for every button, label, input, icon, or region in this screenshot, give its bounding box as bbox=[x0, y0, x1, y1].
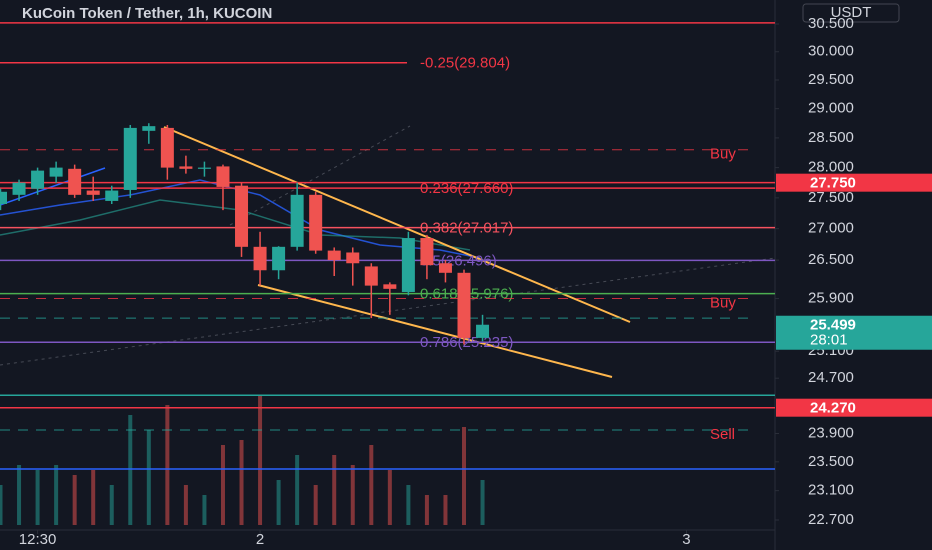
candle-body bbox=[142, 126, 156, 131]
wedge-lower bbox=[257, 284, 613, 378]
wedge-upper bbox=[163, 126, 631, 323]
price-badge-label: 24.270 bbox=[810, 400, 856, 417]
y-tick-label: 27.500 bbox=[808, 189, 854, 206]
candle-body bbox=[309, 194, 323, 251]
volume-bar bbox=[480, 480, 485, 525]
channel-line bbox=[0, 257, 776, 366]
x-tick-label: 2 bbox=[256, 531, 264, 548]
volume-bar bbox=[295, 455, 300, 525]
volume-bar bbox=[406, 485, 411, 525]
currency-label: USDT bbox=[831, 4, 872, 21]
candle-body bbox=[476, 324, 490, 338]
candle-body bbox=[253, 246, 267, 271]
y-tick-label: 26.500 bbox=[808, 251, 854, 268]
volume-bar bbox=[0, 485, 3, 525]
price-badge-label: 27.750 bbox=[810, 175, 856, 192]
level-label: 0.382(27.017) bbox=[420, 220, 513, 237]
candle-body bbox=[86, 190, 100, 195]
candle-body bbox=[401, 238, 415, 293]
candle-body bbox=[272, 246, 286, 271]
candle-body bbox=[160, 127, 174, 168]
volume-bar bbox=[313, 485, 318, 525]
level-label: -0.25(29.804) bbox=[420, 55, 510, 72]
x-tick-label: 12:30 bbox=[19, 531, 57, 548]
y-tick-label: 23.500 bbox=[808, 453, 854, 470]
volume-bar bbox=[276, 480, 281, 525]
y-tick-label: 24.700 bbox=[808, 369, 854, 386]
volume-bar bbox=[424, 495, 429, 525]
volume-bar bbox=[202, 495, 207, 525]
volume-bar bbox=[387, 470, 392, 525]
candle-body bbox=[364, 266, 378, 286]
volume-bar bbox=[443, 495, 448, 525]
volume-bar bbox=[146, 430, 151, 525]
volume-bar bbox=[369, 445, 374, 525]
y-tick-label: 28.000 bbox=[808, 159, 854, 176]
candle-body bbox=[31, 170, 45, 189]
y-tick-label: 25.900 bbox=[808, 290, 854, 307]
candle-body bbox=[457, 272, 471, 338]
candle-body bbox=[383, 284, 397, 289]
y-tick-label: 30.000 bbox=[808, 43, 854, 60]
countdown-label: 28:01 bbox=[810, 332, 848, 349]
symbol-title: KuCoin Token / Tether, 1h, KUCOIN bbox=[22, 5, 272, 22]
y-tick-label: 28.500 bbox=[808, 129, 854, 146]
candle-body bbox=[197, 167, 211, 169]
y-tick-label: 29.000 bbox=[808, 100, 854, 117]
candle-body bbox=[68, 168, 82, 195]
volume-bar bbox=[258, 395, 263, 525]
volume-bar bbox=[220, 445, 225, 525]
order-label: Buy bbox=[710, 295, 736, 312]
level-label: 0.786(25.235) bbox=[420, 334, 513, 351]
candle-body bbox=[290, 194, 304, 247]
volume-bar bbox=[109, 485, 114, 525]
volume-bar bbox=[128, 415, 133, 525]
volume-bar bbox=[91, 470, 96, 525]
y-tick-label: 30.500 bbox=[808, 15, 854, 32]
candle-body bbox=[123, 127, 137, 190]
volume-bar bbox=[183, 485, 188, 525]
y-tick-label: 23.100 bbox=[808, 482, 854, 499]
candle-body bbox=[105, 190, 119, 201]
order-label: Sell bbox=[710, 426, 735, 443]
y-tick-label: 29.500 bbox=[808, 71, 854, 88]
price-badge-label: 25.499 bbox=[810, 317, 856, 334]
x-tick-label: 3 bbox=[682, 531, 690, 548]
candle-body bbox=[49, 167, 63, 177]
volume-bar bbox=[17, 465, 22, 525]
candle-body bbox=[438, 263, 452, 273]
y-tick-label: 27.000 bbox=[808, 220, 854, 237]
candle-body bbox=[0, 191, 7, 204]
candle-body bbox=[420, 238, 434, 266]
moving-average bbox=[0, 179, 481, 259]
volume-bar bbox=[35, 470, 40, 525]
level-label: 0.236(27.660) bbox=[420, 180, 513, 197]
trend-line bbox=[0, 167, 106, 206]
volume-bar bbox=[462, 427, 466, 525]
volume-bar bbox=[54, 465, 59, 525]
candle-body bbox=[12, 182, 26, 195]
candle-body bbox=[179, 166, 193, 169]
price-badge bbox=[776, 173, 932, 192]
y-tick-label: 22.700 bbox=[808, 511, 854, 528]
candle-body bbox=[216, 166, 230, 187]
candle-body bbox=[235, 185, 249, 247]
order-label: Buy bbox=[710, 146, 736, 163]
price-badge bbox=[776, 315, 932, 350]
candle-body bbox=[327, 250, 341, 261]
candle-body bbox=[346, 252, 360, 264]
y-tick-label: 23.900 bbox=[808, 424, 854, 441]
volume-bar bbox=[72, 475, 77, 525]
price-badge bbox=[776, 398, 932, 417]
volume-bar bbox=[332, 455, 337, 525]
currency-box bbox=[802, 3, 900, 23]
volume-bar bbox=[165, 405, 170, 525]
volume-bar bbox=[350, 465, 355, 525]
volume-bar bbox=[239, 440, 244, 525]
